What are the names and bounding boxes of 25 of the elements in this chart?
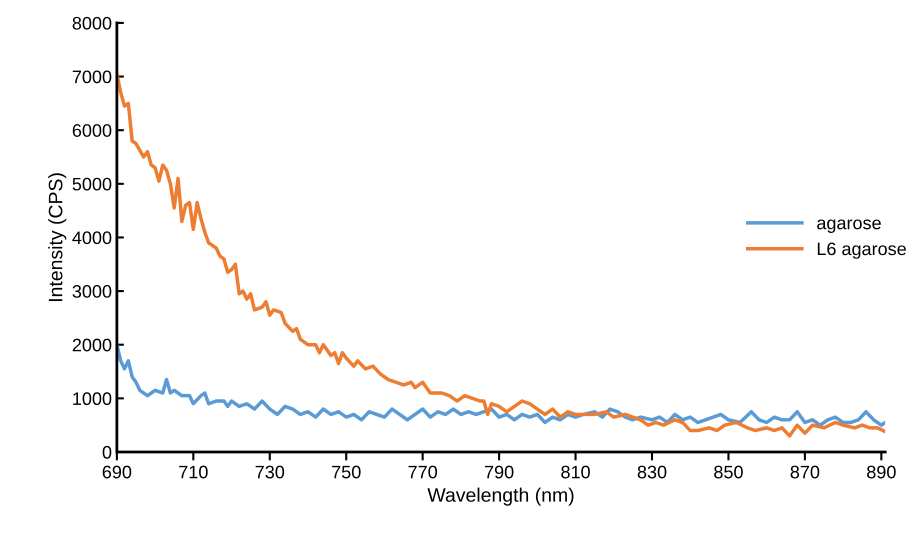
y-tick-label: 3000 [72, 285, 112, 298]
x-tick-label: 690 [102, 466, 132, 478]
x-tick-label: 710 [179, 466, 208, 478]
y-tick-label: 0 [102, 446, 112, 459]
x-tick-label: 730 [256, 466, 284, 478]
y-tick-label: 6000 [72, 124, 112, 137]
x-tick-label: 870 [790, 466, 820, 478]
legend-label: agarose [817, 219, 881, 233]
x-tick-label: 750 [332, 466, 361, 478]
y-tick-label: 2000 [72, 338, 112, 352]
y-tick-label: 4000 [72, 231, 112, 244]
y-tick-label: 5000 [72, 178, 112, 191]
x-tick-label: 810 [561, 466, 590, 478]
x-axis-title: Wavelength (nm) [427, 488, 574, 506]
y-axis-title: Intensity (CPS) [48, 173, 66, 302]
x-tick-label: 890 [867, 466, 896, 478]
x-tick-label: 830 [638, 466, 666, 478]
y-tick-label: 1000 [73, 392, 112, 406]
line-series [116, 342, 886, 427]
y-tick-label: 7000 [72, 70, 112, 84]
legend-label: L6 agarose [818, 242, 906, 259]
x-tick-label: 770 [408, 466, 438, 478]
x-tick-label: 790 [484, 466, 514, 478]
y-tick-label: 8000 [72, 16, 112, 30]
x-tick-label: 850 [714, 466, 743, 478]
